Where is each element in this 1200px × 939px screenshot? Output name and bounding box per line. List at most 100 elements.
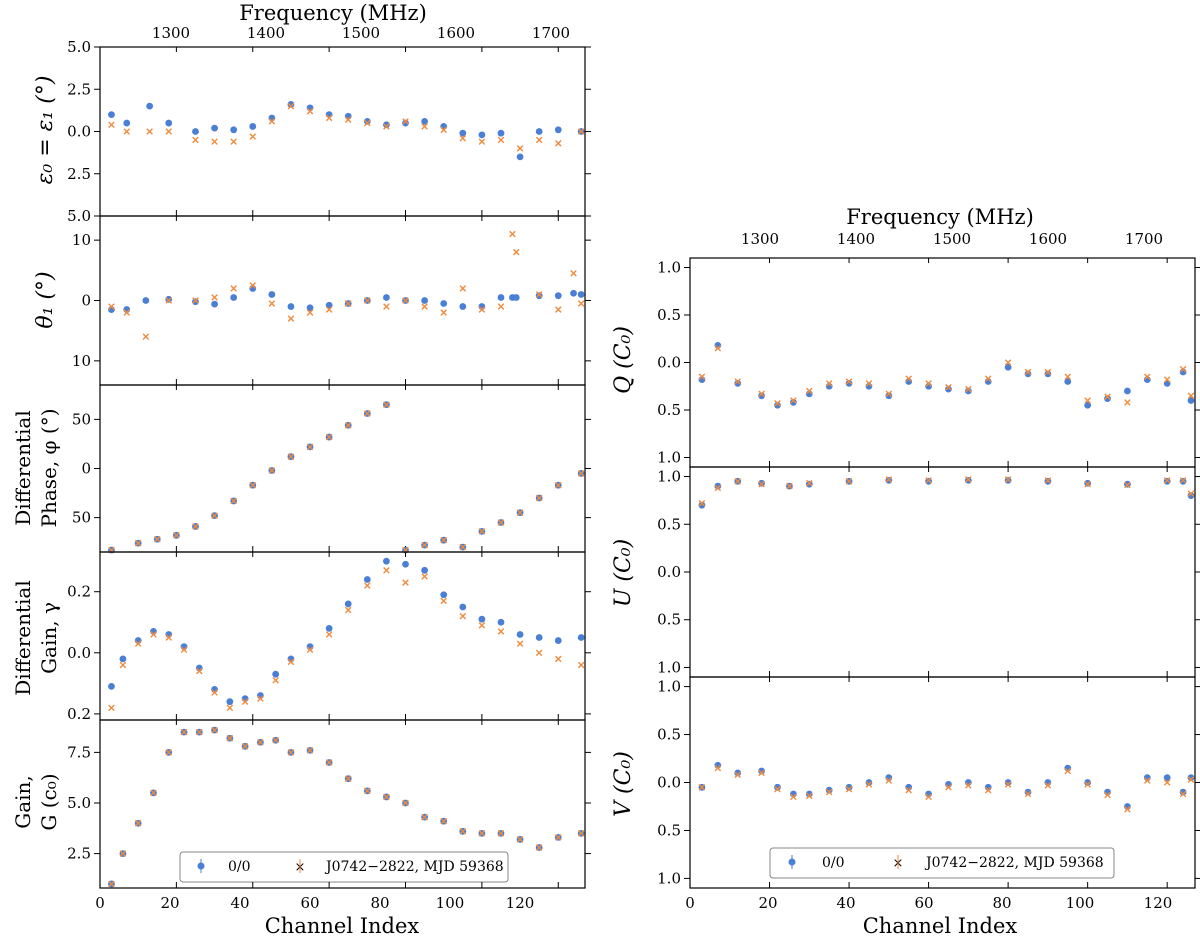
q-point-b <box>1064 373 1072 381</box>
diffgain-point-a <box>119 655 127 663</box>
v-point-b <box>805 792 813 800</box>
gain-point-b <box>440 817 447 825</box>
u-point-b <box>965 476 972 483</box>
v-point-b <box>790 793 797 801</box>
gain-ytick-label: 7.5 <box>67 743 91 761</box>
diffgain-panel-frame <box>99 551 586 721</box>
q-point-b <box>698 373 706 381</box>
left-channel-axis-label: Channel Index <box>265 914 420 938</box>
gain-point-b <box>150 789 157 797</box>
theta-point-a <box>570 289 577 297</box>
left-legend-label-b: J0742−2822, MJD 59368 <box>324 859 504 875</box>
q-point-b <box>905 375 912 382</box>
gain-point-b <box>516 836 524 843</box>
eps-point-b <box>478 138 486 145</box>
eps-point-b <box>287 102 295 110</box>
q-ytick-label: 0.5 <box>657 306 681 324</box>
gain-panel-ylabel-line2: G (c₀) <box>37 773 61 830</box>
q-ytick-label: 1.0 <box>657 449 681 467</box>
u-point-b <box>1124 481 1131 489</box>
right-chan-tick-60: 60 <box>914 894 933 912</box>
diffgain-point-b <box>459 612 467 620</box>
eps-point-a <box>306 104 314 112</box>
u-point-b <box>698 499 706 507</box>
gain-point-b <box>535 844 543 851</box>
eps-ytick-label: 0.0 <box>67 123 91 141</box>
eps-ytick-label: 2.5 <box>67 165 91 183</box>
u-point-b <box>1163 477 1171 484</box>
eps-point-a <box>268 114 276 122</box>
theta-point-b <box>108 303 115 310</box>
q-point-b <box>790 397 797 404</box>
theta-panel: 10 0 10 <box>72 215 591 386</box>
diffgain-point-b <box>150 631 157 638</box>
theta-point-b <box>306 309 314 316</box>
diffgain-point-a <box>344 600 352 608</box>
eps-point-b <box>459 134 467 142</box>
q-point-a <box>1004 363 1012 371</box>
eps-point-a <box>440 123 448 130</box>
right-freq-axis-label: Frequency (MHz) <box>846 205 1034 229</box>
phase-point-b <box>268 467 276 474</box>
u-point-b <box>805 479 813 487</box>
u-point-b <box>1187 490 1195 498</box>
left-freq-tick-1500: 1500 <box>342 24 380 42</box>
q-point-a <box>1024 370 1032 378</box>
v-point-b <box>825 788 833 796</box>
eps-point-b <box>249 133 257 140</box>
q-point-a <box>885 392 893 400</box>
v-point-a <box>825 786 833 794</box>
v-point-b <box>758 769 765 777</box>
diffgain-point-a <box>421 566 429 574</box>
phase-panel-ylabel-line2: Phase, φ (°) <box>37 408 61 527</box>
right-channel-axis-label: Channel Index <box>863 914 1018 938</box>
q-point-b <box>805 387 813 395</box>
theta-point-a <box>440 300 448 307</box>
left-chan-tick-60: 60 <box>300 894 319 912</box>
eps-point-a <box>516 153 524 161</box>
eps-point-a <box>363 117 371 125</box>
q-point-b <box>1179 365 1187 373</box>
phase-point-b <box>364 410 371 417</box>
diffgain-panel: 0.2 0.0 0.2 <box>67 551 591 723</box>
eps-point-a <box>192 128 199 135</box>
eps-point-b <box>306 107 314 115</box>
theta-point-a <box>421 297 429 304</box>
diffgain-point-b <box>402 579 409 586</box>
diffgain-point-b <box>180 646 188 654</box>
v-point-a <box>1004 779 1012 786</box>
diffgain-point-b <box>554 655 562 663</box>
phase-point-b <box>306 443 314 451</box>
q-point-a <box>964 387 972 395</box>
diffgain-point-a <box>402 560 409 568</box>
q-point-b <box>1124 399 1131 406</box>
theta-point-b <box>459 285 467 292</box>
eps-point-a <box>497 129 505 137</box>
left-freq-tick-1600: 1600 <box>437 24 475 42</box>
phase-panel-ylabel-line1: Differential <box>11 410 35 526</box>
theta-point-b <box>287 315 295 322</box>
v-ytick-label: 0.0 <box>657 774 681 792</box>
gain-point-b <box>402 799 409 807</box>
q-point-b <box>825 380 833 387</box>
gain-panel: 2.5 5.0 7.5 <box>67 719 591 889</box>
theta-point-a <box>142 297 150 304</box>
gain-point-b <box>241 743 249 750</box>
eps-point-b <box>577 128 585 135</box>
phase-point-b <box>554 481 562 489</box>
eps-point-a <box>535 128 543 135</box>
v-point-b <box>1143 777 1151 784</box>
diffgain-ytick-label: 0.0 <box>67 644 91 662</box>
right-freq-tick-labels: 1300 1400 1500 1600 1700 <box>741 230 1163 248</box>
phase-point-b <box>459 543 467 551</box>
eps-point-b <box>123 128 131 135</box>
theta-panel-ylabel: θ₁ (°) <box>33 271 58 328</box>
diffgain-point-a <box>383 557 390 565</box>
chart-panels: 5.02.50.02.55.010010500500.20.00.22.55.0… <box>67 38 1200 889</box>
q-point-a <box>1104 395 1111 402</box>
left-freq-tick-1400: 1400 <box>247 24 285 42</box>
diffgain-point-b <box>306 646 314 654</box>
u-panel-frame <box>689 466 1196 678</box>
gain-diff-panel-ylabel-line1: Differential <box>11 580 35 696</box>
left-chan-tick-120: 120 <box>506 894 535 912</box>
